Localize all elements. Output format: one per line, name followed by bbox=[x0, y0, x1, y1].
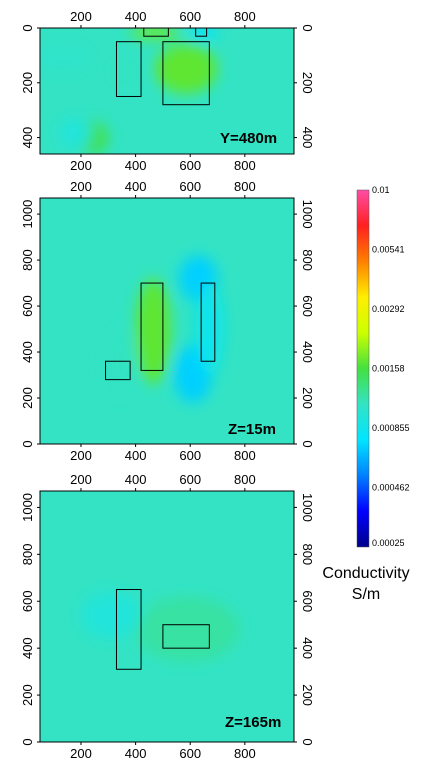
conductivity-anomaly bbox=[130, 28, 180, 39]
y-tick-label-right: 0 bbox=[300, 738, 315, 745]
y-tick-label-left: 400 bbox=[20, 127, 35, 149]
conductivity-anomaly bbox=[154, 44, 218, 94]
target-body-outline bbox=[195, 28, 208, 37]
x-tick-label-bottom: 400 bbox=[125, 448, 147, 463]
y-tick-label-left: 200 bbox=[20, 72, 35, 94]
y-tick-label-right: 400 bbox=[300, 637, 315, 659]
conductivity-anomaly bbox=[105, 329, 136, 399]
colorbar-tick-label: 0.01 bbox=[372, 185, 390, 195]
y-tick-label-left: 600 bbox=[20, 590, 35, 612]
heatmap-panels: 200 200 400 400 600 600 800 800 0 0 200 200 400 400 Y=… bbox=[20, 9, 315, 761]
x-tick-label-bottom: 800 bbox=[234, 746, 256, 761]
x-tick-label-bottom: 200 bbox=[70, 448, 92, 463]
y-tick-label-left: 200 bbox=[20, 684, 35, 706]
heatmap-panel-1: 200 200 400 400 600 600 800 800 0 0 200 200 400 400 Y=… bbox=[20, 9, 315, 173]
colorbar-ticks: 0.01 0.00541 0.00292 0.00158 0.000855 0.00046… bbox=[372, 185, 410, 548]
y-tick-label-right: 200 bbox=[300, 684, 315, 706]
anomaly-layer bbox=[80, 591, 240, 663]
y-tick-label-left: 0 bbox=[20, 738, 35, 745]
y-tick-label-right: 200 bbox=[300, 72, 315, 94]
x-tick-label-bottom: 200 bbox=[70, 158, 92, 173]
x-tick-label-top: 400 bbox=[125, 472, 147, 487]
x-tick-label-top: 200 bbox=[70, 9, 92, 24]
colorbar-tick-label: 0.00292 bbox=[372, 304, 405, 314]
y-tick-label-right: 0 bbox=[300, 24, 315, 31]
target-body-outline bbox=[105, 360, 131, 381]
panel-frame bbox=[39, 197, 295, 445]
x-tick-label-top: 200 bbox=[70, 179, 92, 194]
heatmap-panel-2: 200 200 400 400 600 600 800 800 0 0 200 200 400 400 60… bbox=[20, 179, 315, 463]
target-body-outline bbox=[140, 282, 164, 371]
y-tick-label-left: 600 bbox=[20, 295, 35, 317]
panel-label: Z=165m bbox=[225, 714, 281, 731]
target-body-outline bbox=[162, 41, 210, 106]
y-tick-label-left: 800 bbox=[20, 543, 35, 565]
colorbar-bar bbox=[356, 189, 370, 548]
conductivity-anomaly bbox=[135, 596, 240, 663]
target-body-outline bbox=[115, 41, 142, 97]
target-body-outline bbox=[143, 28, 169, 37]
x-tick-label-bottom: 600 bbox=[179, 746, 201, 761]
x-tick-label-bottom: 600 bbox=[179, 158, 201, 173]
x-tick-label-bottom: 400 bbox=[125, 746, 147, 761]
target-body-outline bbox=[200, 282, 216, 362]
heatmap-panel-3: 200 200 400 400 600 600 800 800 0 0 200 200 400 400 60… bbox=[20, 472, 315, 761]
x-tick-label-top: 800 bbox=[234, 472, 256, 487]
y-tick-label-right: 200 bbox=[300, 387, 315, 409]
y-tick-label-left: 0 bbox=[20, 440, 35, 447]
x-tick-label-bottom: 800 bbox=[234, 158, 256, 173]
x-tick-label-top: 800 bbox=[234, 179, 256, 194]
x-tick-label-bottom: 600 bbox=[179, 448, 201, 463]
colorbar-title-line1: Conductivity bbox=[322, 565, 409, 582]
x-tick-label-top: 600 bbox=[179, 9, 201, 24]
y-tick-label-right: 0 bbox=[300, 440, 315, 447]
x-tick-label-top: 400 bbox=[125, 179, 147, 194]
x-tick-label-top: 200 bbox=[70, 472, 92, 487]
x-tick-label-top: 600 bbox=[179, 179, 201, 194]
y-tick-label-left: 800 bbox=[20, 249, 35, 271]
panel-label: Z=15m bbox=[228, 421, 276, 438]
y-tick-label-right: 800 bbox=[300, 543, 315, 565]
y-tick-label-left: 200 bbox=[20, 387, 35, 409]
colorbar: 0.01 0.00541 0.00292 0.00158 0.000855 0.00046… bbox=[322, 185, 409, 603]
target-body-outline bbox=[162, 624, 210, 649]
conductivity-anomaly bbox=[80, 591, 142, 639]
y-tick-label-right: 1000 bbox=[300, 493, 315, 522]
x-tick-label-bottom: 800 bbox=[234, 448, 256, 463]
y-tick-label-right: 400 bbox=[300, 127, 315, 149]
y-tick-label-right: 800 bbox=[300, 249, 315, 271]
y-tick-label-right: 400 bbox=[300, 341, 315, 363]
conductivity-anomaly bbox=[135, 278, 172, 385]
conductivity-anomaly bbox=[40, 44, 90, 72]
conductivity-anomaly bbox=[59, 118, 92, 149]
y-tick-label-left: 400 bbox=[20, 341, 35, 363]
y-tick-label-left: 1000 bbox=[20, 493, 35, 522]
colorbar-tick-label: 0.00541 bbox=[372, 244, 405, 254]
conductivity-anomaly bbox=[113, 60, 142, 83]
colorbar-tick-label: 0.00158 bbox=[372, 364, 405, 374]
target-body-outline bbox=[115, 589, 142, 670]
x-tick-label-top: 400 bbox=[125, 9, 147, 24]
panel-frame bbox=[39, 490, 295, 743]
y-tick-label-left: 0 bbox=[20, 24, 35, 31]
panel-label: Y=480m bbox=[220, 130, 277, 147]
y-tick-label-right: 600 bbox=[300, 590, 315, 612]
colorbar-tick-label: 0.000462 bbox=[372, 483, 410, 493]
conductivity-anomaly bbox=[190, 28, 218, 39]
x-tick-label-top: 800 bbox=[234, 9, 256, 24]
panel-frame bbox=[39, 27, 295, 155]
colorbar-tick-label: 0.00025 bbox=[372, 538, 405, 548]
y-tick-label-left: 400 bbox=[20, 637, 35, 659]
conductivity-anomaly bbox=[195, 283, 223, 376]
anomaly-layer bbox=[105, 255, 223, 403]
colorbar-tick-label: 0.000855 bbox=[372, 423, 410, 433]
y-tick-label-right: 1000 bbox=[300, 200, 315, 229]
colorbar-title-line2: S/m bbox=[352, 586, 380, 603]
y-tick-label-left: 1000 bbox=[20, 200, 35, 229]
y-tick-label-right: 600 bbox=[300, 295, 315, 317]
x-tick-label-bottom: 200 bbox=[70, 746, 92, 761]
x-tick-label-bottom: 400 bbox=[125, 158, 147, 173]
x-tick-label-top: 600 bbox=[179, 472, 201, 487]
